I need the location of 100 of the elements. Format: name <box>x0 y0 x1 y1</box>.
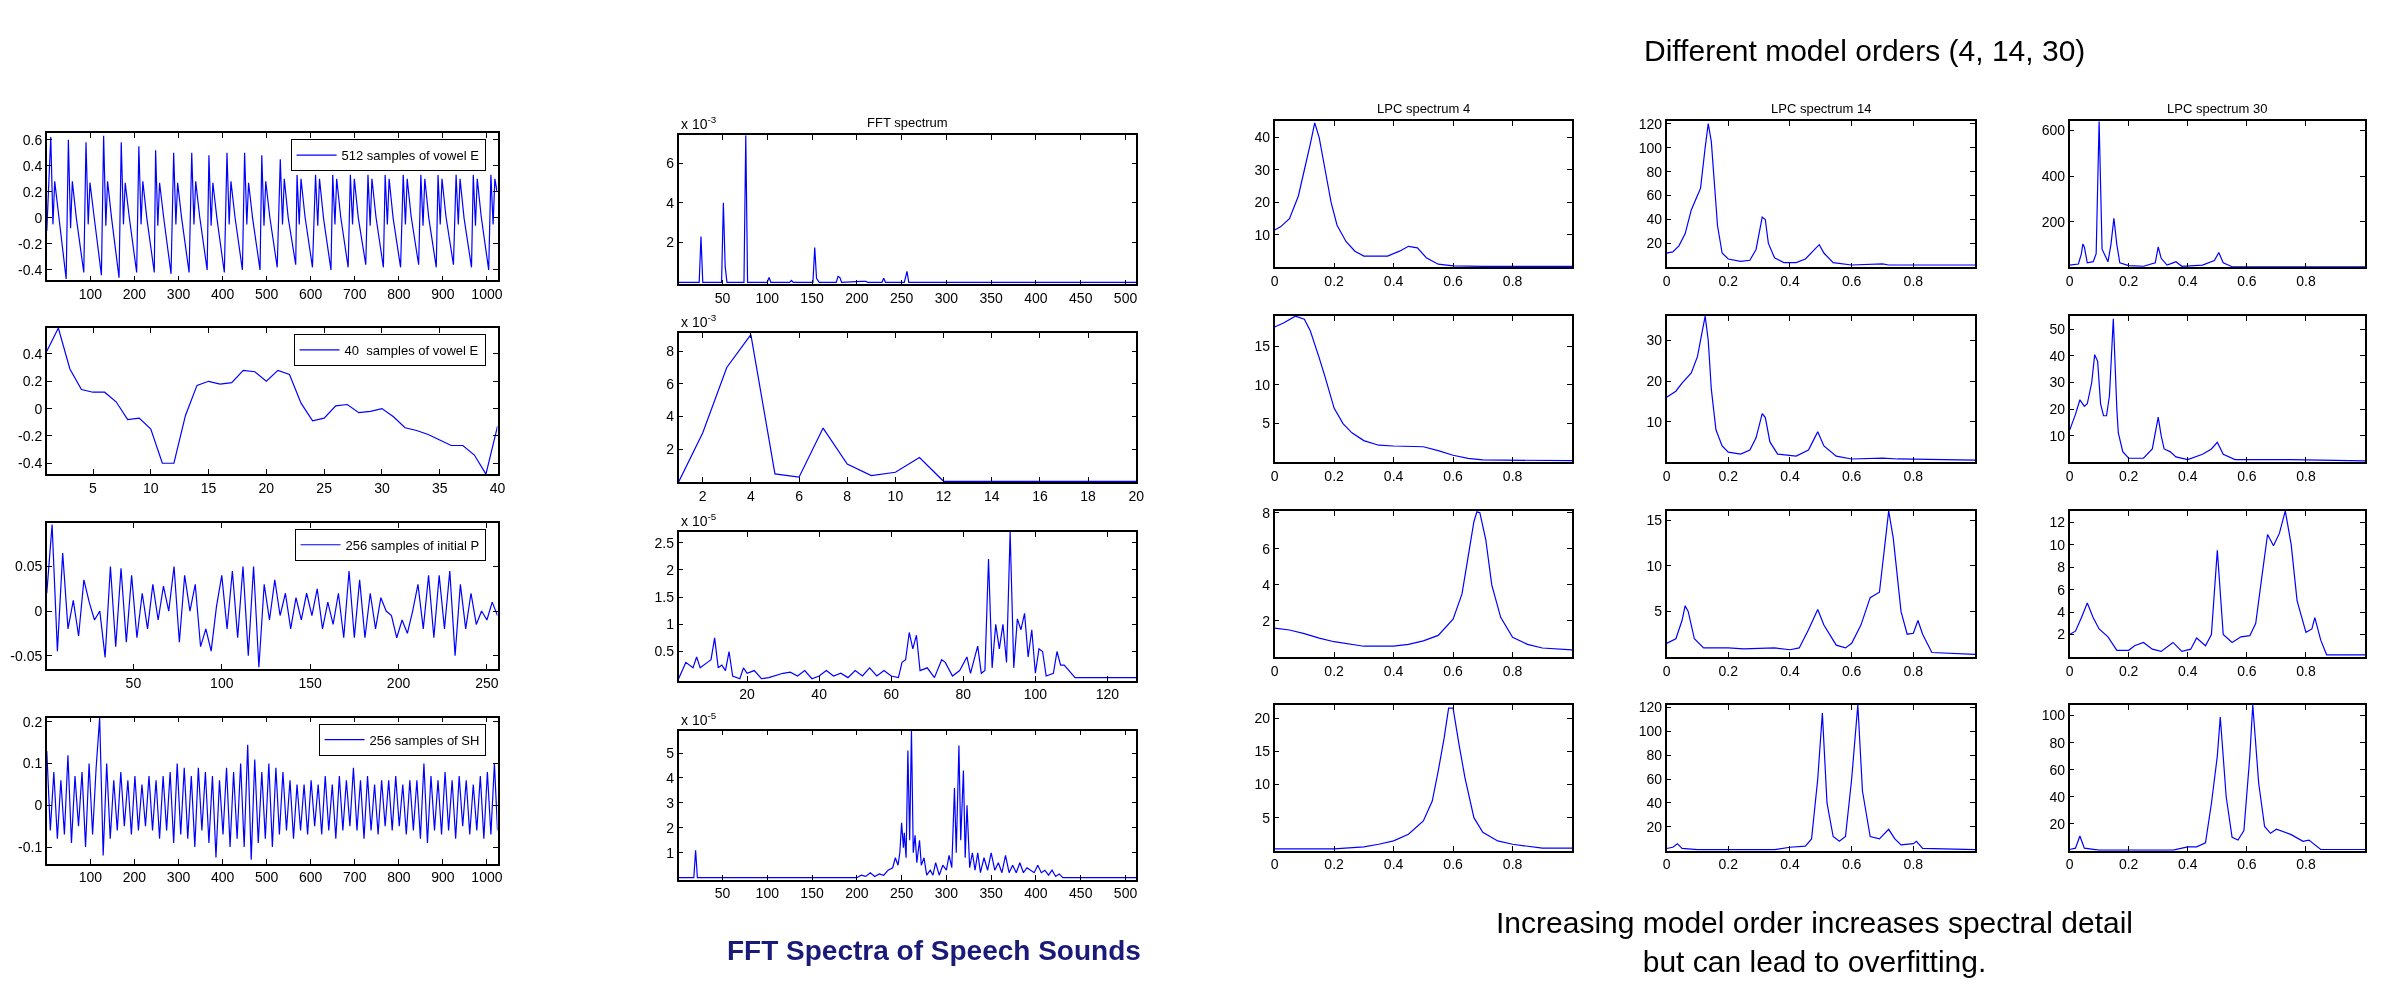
y-tick-label: -0.4 <box>18 261 43 278</box>
x-tick-label: 900 <box>431 285 455 302</box>
x-tick-label: 0.4 <box>2178 467 2198 484</box>
y-tick-label: 5 <box>1654 603 1663 620</box>
y-tick-label: 0 <box>34 400 43 417</box>
x-tick-label: 300 <box>934 885 959 902</box>
y-tick-label: 0.2 <box>22 713 43 730</box>
line-series <box>1274 707 1573 850</box>
x-tick-label: 40 <box>489 479 506 496</box>
y-tick-label: 15 <box>1646 511 1663 528</box>
x-tick-label: 0.6 <box>1443 856 1464 873</box>
x-tick-label: 0.6 <box>1841 856 1862 873</box>
y-tick-label: 600 <box>2041 122 2066 139</box>
y-tick-label: 1 <box>666 616 675 633</box>
x-tick-label: 450 <box>1069 885 1093 902</box>
y-tick-label: -0.4 <box>18 455 43 472</box>
x-tick-label: 18 <box>1080 487 1097 504</box>
x-tick-label: 350 <box>979 289 1004 306</box>
y-tick-label: 6 <box>2057 581 2066 598</box>
x-tick-label: 0.6 <box>1443 272 1464 289</box>
y-tick-label: 10 <box>1254 776 1271 793</box>
line-series <box>678 531 1137 680</box>
x-tick-label: 800 <box>387 285 411 302</box>
y-tick-label: -0.05 <box>10 647 43 664</box>
y-tick-label: 80 <box>2049 734 2066 751</box>
line-series <box>2069 704 2366 851</box>
legend-label: 512 samples of vowel E <box>341 148 480 164</box>
x-tick-label: 4 <box>746 487 755 504</box>
x-tick-label: 15 <box>200 479 217 496</box>
y-tick-label: 0.2 <box>22 373 43 390</box>
x-tick-label: 8 <box>843 487 852 504</box>
y-tick-label: 40 <box>1646 211 1663 228</box>
x-tick-label: 0.4 <box>1383 467 1404 484</box>
line-series <box>2069 318 2366 462</box>
x-tick-label: 0.8 <box>2296 856 2316 873</box>
y-tick-label: 6 <box>1262 540 1271 557</box>
x-tick-label: 0.4 <box>1383 662 1404 679</box>
y-tick-label: 30 <box>1254 161 1271 178</box>
y-tick-label: 2 <box>2057 626 2066 643</box>
x-tick-label: 0.2 <box>2118 272 2139 289</box>
y-tick-label: 20 <box>1646 235 1663 252</box>
x-tick-label: 6 <box>795 487 804 504</box>
x-tick-label: 0.8 <box>1903 856 1924 873</box>
y-tick-label: 10 <box>1254 376 1271 393</box>
y-tick-label: 0.05 <box>14 558 43 575</box>
line-series <box>678 135 1137 283</box>
y-tick-label: 20 <box>2049 400 2066 417</box>
y-tick-label: 5 <box>1262 809 1271 826</box>
x-tick-label: 200 <box>122 869 147 886</box>
x-tick-label: 0.8 <box>1502 272 1523 289</box>
x-tick-label: 0.4 <box>1780 467 1800 484</box>
x-tick-label: 100 <box>755 885 780 902</box>
x-tick-label: 400 <box>1024 289 1048 306</box>
x-tick-label: 600 <box>299 285 323 302</box>
x-tick-label: 0.2 <box>2118 467 2139 484</box>
y-tick-label: 60 <box>1646 187 1663 204</box>
y-tick-label: 40 <box>2049 788 2066 805</box>
line-series <box>46 135 498 280</box>
y-tick-label: 4 <box>2057 603 2066 620</box>
x-tick-label: 500 <box>254 869 279 886</box>
text: FFT Spectra of Speech Sounds <box>727 935 1141 966</box>
line-series <box>46 524 498 668</box>
y-tick-label: -0.1 <box>18 838 43 855</box>
y-tick-label: 4 <box>1262 576 1271 593</box>
x-tick-label: 1000 <box>471 869 503 886</box>
y-tick-label: 20 <box>1254 709 1271 726</box>
y-tick-label: 30 <box>2049 374 2066 391</box>
x-tick-label: 0.6 <box>1841 467 1862 484</box>
x-tick-label: 0.8 <box>1903 467 1924 484</box>
x-tick-label: 12 <box>935 487 952 504</box>
y-tick-label: 3 <box>666 794 675 811</box>
y-tick-label: 120 <box>1638 699 1663 716</box>
y-tick-label: 100 <box>2041 707 2066 724</box>
y-tick-label: 8 <box>666 342 675 359</box>
y-tick-label: 8 <box>1262 504 1271 521</box>
x-tick-label: 120 <box>1095 686 1120 703</box>
y-tick-label: 10 <box>1646 557 1663 574</box>
y-tick-label: 20 <box>1646 818 1663 835</box>
x-tick-label: 300 <box>166 869 191 886</box>
y-tick-label: 5 <box>1262 415 1271 432</box>
y-tick-label: 30 <box>1646 332 1663 349</box>
x-tick-label: 250 <box>475 674 499 691</box>
y-tick-label: 20 <box>2049 815 2066 832</box>
x-tick-label: 0.4 <box>2178 856 2198 873</box>
y-tick-label: 60 <box>1646 770 1663 787</box>
x-tick-label: 200 <box>386 674 411 691</box>
x-tick-label: 20 <box>258 479 275 496</box>
x-tick-label: 100 <box>755 289 780 306</box>
x-tick-label: 0.6 <box>2237 467 2257 484</box>
x-tick-label: 50 <box>714 885 731 902</box>
chart-title: FFT spectrum <box>867 115 948 130</box>
chart-title: LPC spectrum 14 <box>1771 101 1872 116</box>
y-tick-label: 20 <box>1254 194 1271 211</box>
x-tick-label: 20 <box>739 686 756 703</box>
x-tick-label: 0.6 <box>1443 662 1464 679</box>
x-tick-label: 0.2 <box>1718 662 1739 679</box>
x-tick-label: 400 <box>210 285 235 302</box>
y-tick-label: 2 <box>1262 612 1271 629</box>
y-tick-label: 1 <box>666 844 675 861</box>
y-tick-label: 6 <box>666 154 675 171</box>
